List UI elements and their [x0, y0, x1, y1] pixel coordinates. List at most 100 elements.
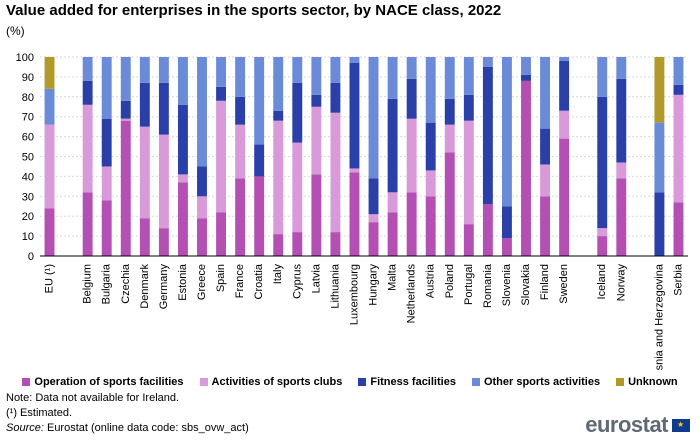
legend: Operation of sports facilities Activities… — [0, 376, 700, 388]
bar-segment — [120, 57, 131, 101]
y-tick-label: 80 — [22, 92, 34, 104]
bar-segment — [330, 82, 341, 113]
x-tick-label: Estonia — [177, 263, 189, 301]
legend-label: Unknown — [628, 376, 678, 388]
x-tick-label: Spain — [215, 264, 227, 292]
bar-segment — [597, 57, 608, 97]
x-tick-label: Hungary — [368, 264, 380, 306]
bar-segment — [463, 94, 474, 121]
x-tick-label: EU (¹) — [44, 264, 56, 293]
bar-segment — [406, 57, 417, 79]
bar-segment — [120, 118, 131, 121]
legend-item: Unknown — [616, 376, 678, 388]
bar-segment — [540, 196, 551, 256]
legend-label: Activities of sports clubs — [211, 376, 343, 388]
bar-segment — [254, 176, 265, 256]
y-tick-label: 90 — [22, 72, 34, 84]
bar-segment — [597, 236, 608, 256]
bar-segment — [292, 57, 303, 83]
source-text: Eurostat (online data code: sbs_ovw_act) — [43, 422, 249, 434]
x-tick-label: Belgium — [82, 264, 94, 304]
bar-segment — [540, 164, 551, 197]
bar-segment — [216, 100, 227, 213]
bar-segment — [177, 182, 188, 256]
bar-segment — [444, 124, 455, 153]
legend-swatch — [471, 378, 480, 386]
x-tick-label: Lithuania — [329, 263, 341, 309]
bar-segment — [311, 174, 322, 256]
chart: 0 10 20 30 40 50 60 70 80 90 100 EU (¹) Belgium Bulga… — [16, 52, 688, 370]
bar-segment — [254, 57, 265, 145]
legend-swatch — [22, 378, 31, 386]
bar-segment — [425, 196, 436, 256]
bar-segment — [616, 57, 627, 79]
bar-segment — [197, 57, 207, 167]
bar-segment — [292, 142, 303, 233]
bar-segment — [82, 104, 93, 193]
bar-segment — [235, 178, 246, 256]
bar-segment — [387, 192, 398, 213]
bar-segment — [673, 202, 684, 256]
y-tick-label: 30 — [22, 191, 34, 203]
x-tick-label: Iceland — [596, 264, 608, 299]
eu-flag-icon — [672, 418, 690, 432]
bar-segment — [349, 168, 360, 173]
bar-segment — [501, 57, 512, 207]
bar-segment — [425, 122, 436, 171]
x-tick-label: Netherlands — [406, 264, 418, 324]
bar-segment — [101, 118, 112, 167]
legend-swatch — [199, 378, 208, 386]
x-tick-label: Italy — [272, 264, 284, 285]
bar-segment — [216, 57, 227, 87]
bar-segment — [330, 112, 341, 233]
bar-segment — [482, 57, 493, 67]
x-tick-label: Greece — [196, 264, 208, 300]
bar-segment — [349, 62, 360, 169]
x-tick-label: Slovenia — [501, 263, 513, 306]
bar-segment — [463, 120, 474, 225]
x-tick-label: Portugal — [463, 264, 475, 305]
bar-segment — [521, 80, 531, 256]
bar-segment — [101, 166, 112, 201]
bar-segment — [235, 124, 246, 179]
bar-segment — [120, 100, 131, 119]
bar-segment — [387, 57, 398, 99]
bar-segment — [559, 138, 570, 256]
legend-item: Operation of sports facilities — [22, 376, 184, 388]
x-tick-label: Serbia — [672, 263, 684, 296]
note-ireland: Note: Data not available for Ireland. — [6, 392, 180, 404]
bar-segment — [197, 166, 207, 197]
bar-segment — [387, 98, 398, 193]
unit-label: (%) — [6, 24, 25, 38]
bar-segment — [139, 57, 150, 83]
source-line: Source: Eurostat (online data code: sbs_… — [6, 422, 249, 434]
bar-segment — [387, 212, 398, 256]
bar-segment — [368, 214, 379, 223]
bar-segment — [654, 122, 665, 193]
bar-segment — [158, 82, 169, 135]
bar-segment — [406, 78, 417, 119]
bar-segment — [158, 228, 169, 256]
y-tick-label: 0 — [28, 251, 34, 263]
x-tick-label: Norway — [615, 264, 627, 302]
bar-segment — [139, 126, 150, 219]
bar-segment — [654, 192, 665, 256]
bar-segment — [501, 206, 512, 239]
y-tick-label: 60 — [22, 132, 34, 144]
bar-segment — [292, 82, 303, 143]
chart-title: Value added for enterprises in the sport… — [6, 2, 502, 19]
y-tick-label: 100 — [16, 52, 34, 64]
x-tick-label: Sweden — [558, 264, 570, 304]
bar-segment — [521, 57, 531, 75]
y-tick-label: 10 — [22, 231, 34, 243]
x-tick-label: Luxembourg — [348, 264, 360, 325]
bar-segment — [216, 86, 227, 101]
bar-segment — [330, 57, 341, 83]
y-tick-label: 20 — [22, 211, 34, 223]
x-tick-label: Finland — [539, 264, 551, 300]
bar-segment — [368, 222, 379, 256]
x-tick-label: Slovakia — [520, 263, 532, 305]
bar-segment — [330, 232, 341, 256]
x-tick-label: Bosnia and Herzegovina — [653, 263, 665, 370]
bar-segment — [540, 57, 551, 129]
